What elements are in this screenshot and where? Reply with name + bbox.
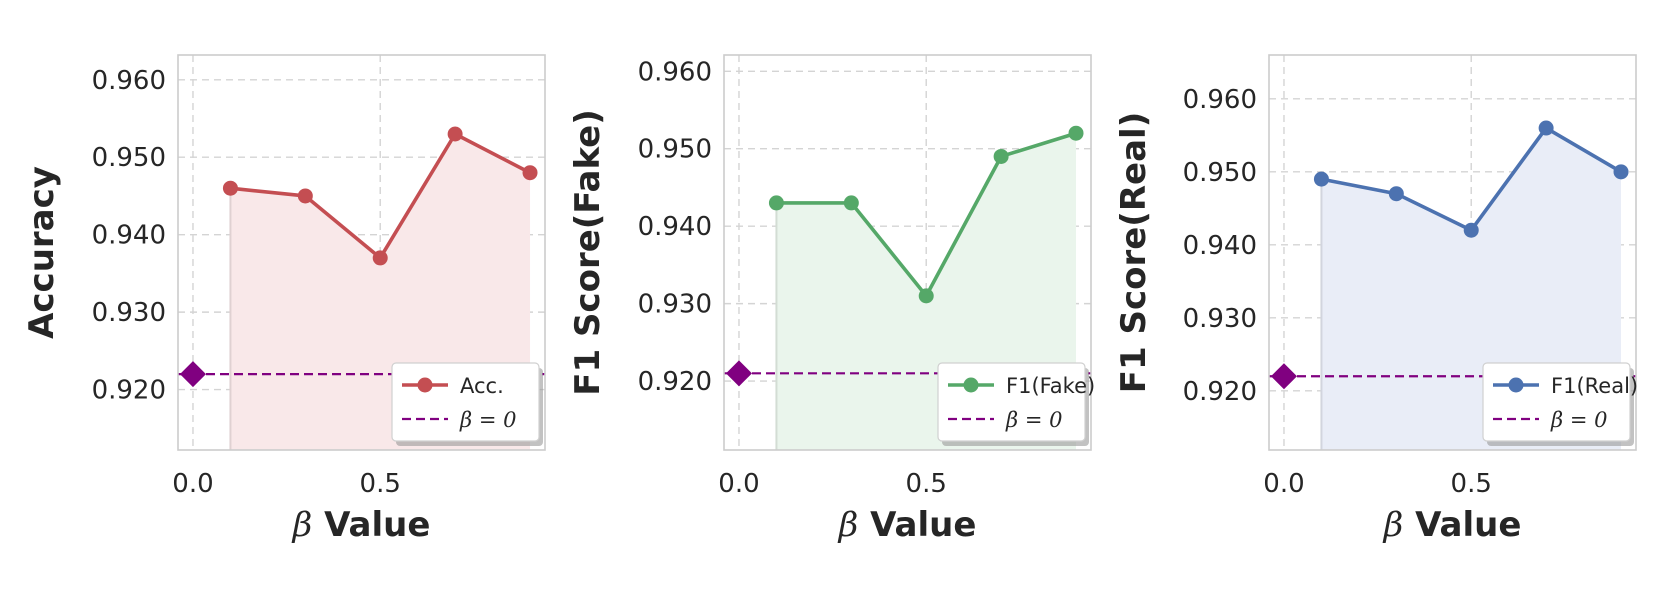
y-tick-label: 0.930 bbox=[1183, 304, 1257, 334]
x-tick-label: 0.5 bbox=[1451, 469, 1492, 499]
x-tick-label: 0.0 bbox=[1263, 469, 1304, 499]
y-axis-label: F1 Score(Real) bbox=[1114, 112, 1154, 393]
chart-panel-2: 0.920 0.930 0.940 0.950 0.960 0.0 0.5 β Value F1… bbox=[568, 54, 1095, 545]
y-tick-label: 0.950 bbox=[638, 135, 712, 165]
legend-label: F1(Real) bbox=[1551, 374, 1638, 398]
y-tick-label: 0.920 bbox=[638, 367, 712, 397]
plot-frame bbox=[723, 54, 1092, 451]
y-tick-label: 0.940 bbox=[92, 221, 166, 251]
chart-panel-1: 0.920 0.930 0.940 0.950 0.960 0.0 0.5 β Value Ac… bbox=[22, 54, 546, 545]
legend-label: Acc. bbox=[460, 374, 504, 398]
baseline-marker bbox=[1270, 363, 1297, 390]
y-tick-label: 0.950 bbox=[1183, 158, 1257, 188]
chart-panel-3: 0.920 0.930 0.940 0.950 0.960 0.0 0.5 β Value F1… bbox=[1114, 54, 1638, 545]
y-tick-label: 0.960 bbox=[92, 66, 166, 96]
legend-label: F1(Fake) bbox=[1006, 374, 1095, 398]
y-tick-label: 0.950 bbox=[92, 143, 166, 173]
y-axis-label: Accuracy bbox=[22, 166, 62, 339]
data-point bbox=[1068, 125, 1084, 141]
x-axis-label: β Value bbox=[291, 505, 431, 545]
data-point bbox=[918, 288, 934, 304]
legend-label-baseline: β = 0 bbox=[459, 408, 516, 432]
data-point bbox=[768, 195, 784, 211]
x-axis-label: β Value bbox=[1382, 505, 1522, 545]
data-point bbox=[297, 188, 313, 204]
x-axis-label: β Value bbox=[837, 505, 977, 545]
legend-label-baseline: β = 0 bbox=[1550, 408, 1607, 432]
y-tick-label: 0.960 bbox=[1183, 85, 1257, 115]
y-tick-label: 0.960 bbox=[638, 57, 712, 87]
x-tick-label: 0.0 bbox=[718, 469, 759, 499]
plot-frame bbox=[177, 54, 546, 451]
x-tick-label: 0.0 bbox=[172, 469, 213, 499]
y-tick-label: 0.920 bbox=[92, 376, 166, 406]
legend-marker-swatch bbox=[1508, 377, 1524, 393]
data-point bbox=[1388, 186, 1404, 202]
legend-label-baseline: β = 0 bbox=[1005, 408, 1062, 432]
legend-marker-swatch bbox=[963, 377, 979, 393]
data-point bbox=[993, 148, 1009, 164]
data-point bbox=[222, 180, 238, 196]
y-axis-label: F1 Score(Fake) bbox=[568, 109, 608, 396]
y-tick-label: 0.930 bbox=[638, 290, 712, 320]
data-point bbox=[1538, 120, 1554, 136]
baseline-marker bbox=[179, 361, 206, 388]
data-point bbox=[447, 126, 463, 142]
data-point bbox=[843, 195, 859, 211]
y-tick-label: 0.940 bbox=[638, 212, 712, 242]
y-tick-label: 0.920 bbox=[1183, 377, 1257, 407]
data-point bbox=[522, 165, 538, 181]
legend-marker-swatch bbox=[417, 377, 433, 393]
data-point bbox=[1463, 222, 1479, 238]
x-tick-label: 0.5 bbox=[906, 469, 947, 499]
data-point bbox=[372, 250, 388, 266]
data-point bbox=[1313, 171, 1329, 187]
y-tick-label: 0.940 bbox=[1183, 231, 1257, 261]
baseline-marker bbox=[725, 360, 752, 387]
data-point bbox=[1613, 164, 1629, 180]
y-tick-label: 0.930 bbox=[92, 298, 166, 328]
x-tick-label: 0.5 bbox=[360, 469, 401, 499]
plot-frame bbox=[1268, 54, 1637, 451]
